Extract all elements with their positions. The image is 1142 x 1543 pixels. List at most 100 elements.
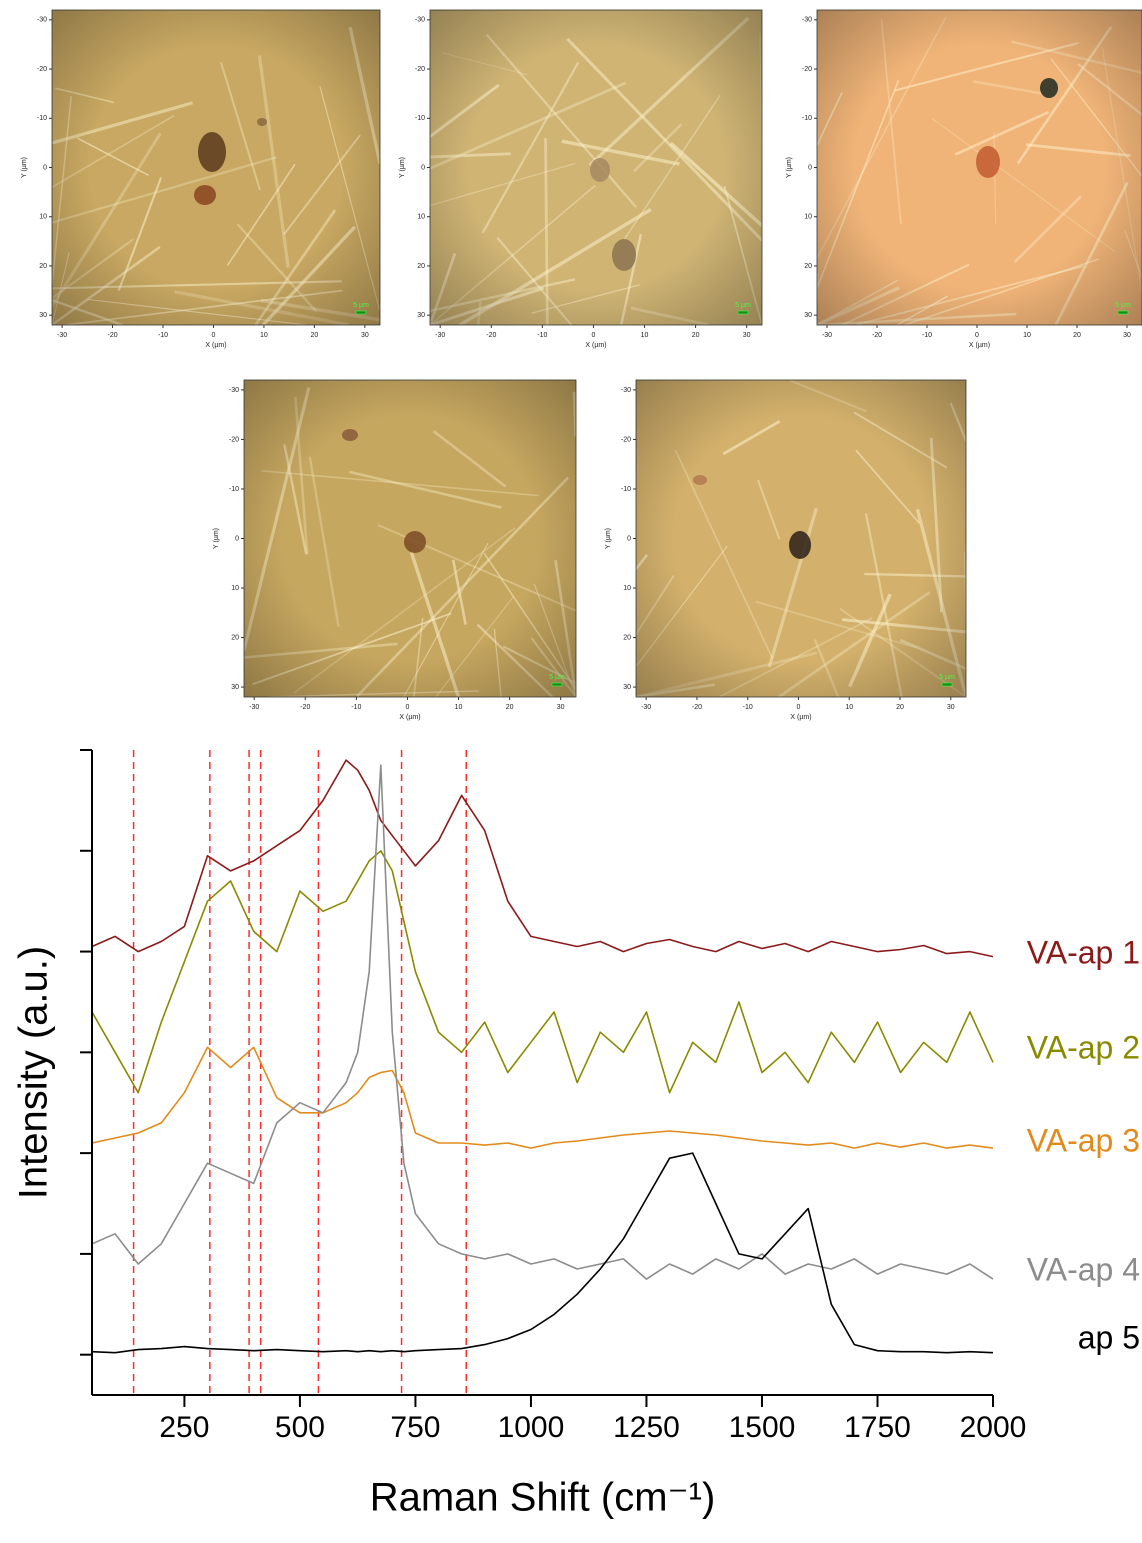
scale-bar-label: 5 µm — [939, 674, 955, 681]
vignette — [430, 10, 762, 325]
x-tick-label: -10 — [743, 704, 753, 711]
micrograph-panel: -30 -20 -10 0 10 20 30 -30 -20 -10 0 10 20 30 X (µm) Y … — [213, 379, 578, 721]
x-tick-label: 10 — [641, 332, 649, 339]
y-tick-label: -10 — [621, 486, 631, 493]
x-tick-label: 1000 — [498, 1411, 565, 1444]
x-tick-label: -20 — [300, 704, 310, 711]
x-axis-label: X (µm) — [205, 342, 226, 349]
y-tick-label: 30 — [231, 684, 239, 691]
scale-bar — [737, 310, 749, 315]
x-tick-label: 10 — [260, 332, 268, 339]
x-tick-label: 0 — [591, 332, 595, 339]
legend-label: VA-ap 2 — [1027, 1029, 1140, 1065]
x-tick-label: -20 — [486, 332, 496, 339]
y-tick-label: 20 — [231, 634, 239, 641]
y-tick-label: 20 — [39, 263, 47, 270]
x-tick-label: 0 — [797, 704, 801, 711]
x-tick-label: 30 — [557, 704, 565, 711]
y-tick-label: -20 — [802, 66, 812, 73]
x-tick-label: 750 — [390, 1411, 440, 1444]
x-axis-label: X (µm) — [585, 342, 606, 349]
y-tick-label: -20 — [415, 66, 425, 73]
x-tick-label: 20 — [896, 704, 904, 711]
micrograph-panel: -30 -20 -10 0 10 20 30 -30 -20 -10 0 10 20 30 X (µm) Y … — [399, 9, 764, 349]
scale-bar — [1117, 310, 1129, 315]
y-tick-label: -10 — [37, 115, 47, 122]
y-tick-label: 20 — [804, 263, 812, 270]
x-tick-label: -30 — [822, 332, 832, 339]
x-tick-label: -30 — [57, 332, 67, 339]
x-tick-label: 10 — [845, 704, 853, 711]
x-tick-label: 250 — [159, 1411, 209, 1444]
x-tick-label: 30 — [947, 704, 955, 711]
y-tick-label: 0 — [808, 164, 812, 171]
x-tick-label: 20 — [1073, 332, 1081, 339]
y-axis-label: Y (µm) — [399, 157, 406, 178]
x-tick-label: -10 — [922, 332, 932, 339]
y-tick-label: -30 — [802, 17, 812, 24]
x-tick-label: -20 — [872, 332, 882, 339]
legend-label: ap 5 — [1078, 1319, 1140, 1355]
y-tick-label: -10 — [802, 115, 812, 122]
x-axis-label: X (µm) — [969, 342, 990, 349]
x-tick-label: -30 — [435, 332, 445, 339]
x-axis-label: Raman Shift (cm⁻¹) — [370, 1476, 716, 1520]
y-tick-label: -30 — [415, 17, 425, 24]
x-tick-label: 20 — [692, 332, 700, 339]
vignette — [52, 10, 380, 325]
scale-bar-label: 5 µm — [1115, 302, 1131, 309]
y-tick-label: 30 — [417, 312, 425, 319]
scale-bar — [941, 682, 953, 687]
x-axis-label: X (µm) — [790, 714, 811, 721]
y-tick-label: 10 — [417, 214, 425, 221]
x-tick-label: 0 — [212, 332, 216, 339]
y-tick-label: 30 — [623, 684, 631, 691]
y-tick-label: 10 — [623, 585, 631, 592]
vignette — [636, 380, 966, 697]
y-tick-label: 0 — [627, 535, 631, 542]
scale-bar-label: 5 µm — [353, 302, 369, 309]
y-tick-label: 10 — [39, 214, 47, 221]
y-tick-label: 30 — [39, 312, 47, 319]
vignette — [244, 380, 576, 697]
x-tick-label: -20 — [692, 704, 702, 711]
y-tick-label: -30 — [229, 387, 239, 394]
x-tick-label: -10 — [158, 332, 168, 339]
legend-label: VA-ap 4 — [1027, 1251, 1140, 1287]
x-tick-label: 1250 — [613, 1411, 680, 1444]
legend-label: VA-ap 1 — [1027, 934, 1140, 970]
vignette — [817, 10, 1142, 325]
x-tick-label: 1500 — [729, 1411, 796, 1444]
scale-bar — [551, 682, 563, 687]
x-tick-label: -30 — [641, 704, 651, 711]
x-tick-label: 1750 — [844, 1411, 911, 1444]
micrograph-panel: -30 -20 -10 0 10 20 30 -30 -20 -10 0 10 20 30 X (µm) Y … — [786, 9, 1142, 349]
x-tick-label: -10 — [537, 332, 547, 339]
scale-bar — [355, 310, 367, 315]
y-axis-label: Y (µm) — [786, 157, 793, 178]
x-tick-label: 500 — [275, 1411, 325, 1444]
y-tick-label: -20 — [621, 436, 631, 443]
spectrum-line — [91, 759, 994, 958]
spectrum-line — [91, 1152, 994, 1354]
x-tick-label: -20 — [107, 332, 117, 339]
legend-label: VA-ap 3 — [1027, 1122, 1140, 1158]
x-tick-label: -10 — [351, 704, 361, 711]
y-tick-label: -20 — [37, 66, 47, 73]
scale-bar-label: 5 µm — [549, 674, 565, 681]
y-tick-label: 0 — [235, 535, 239, 542]
x-tick-label: 10 — [1023, 332, 1031, 339]
x-tick-label: 0 — [975, 332, 979, 339]
y-tick-label: 20 — [417, 263, 425, 270]
scale-bar-label: 5 µm — [735, 302, 751, 309]
y-tick-label: -20 — [229, 436, 239, 443]
x-tick-label: 10 — [455, 704, 463, 711]
x-tick-label: 20 — [311, 332, 319, 339]
spectrum-line — [91, 850, 994, 1094]
y-tick-label: 0 — [43, 164, 47, 171]
x-tick-label: 20 — [506, 704, 514, 711]
y-axis-label: Intensity (a.u.) — [12, 946, 56, 1199]
y-tick-label: 10 — [804, 214, 812, 221]
x-tick-label: 0 — [405, 704, 409, 711]
